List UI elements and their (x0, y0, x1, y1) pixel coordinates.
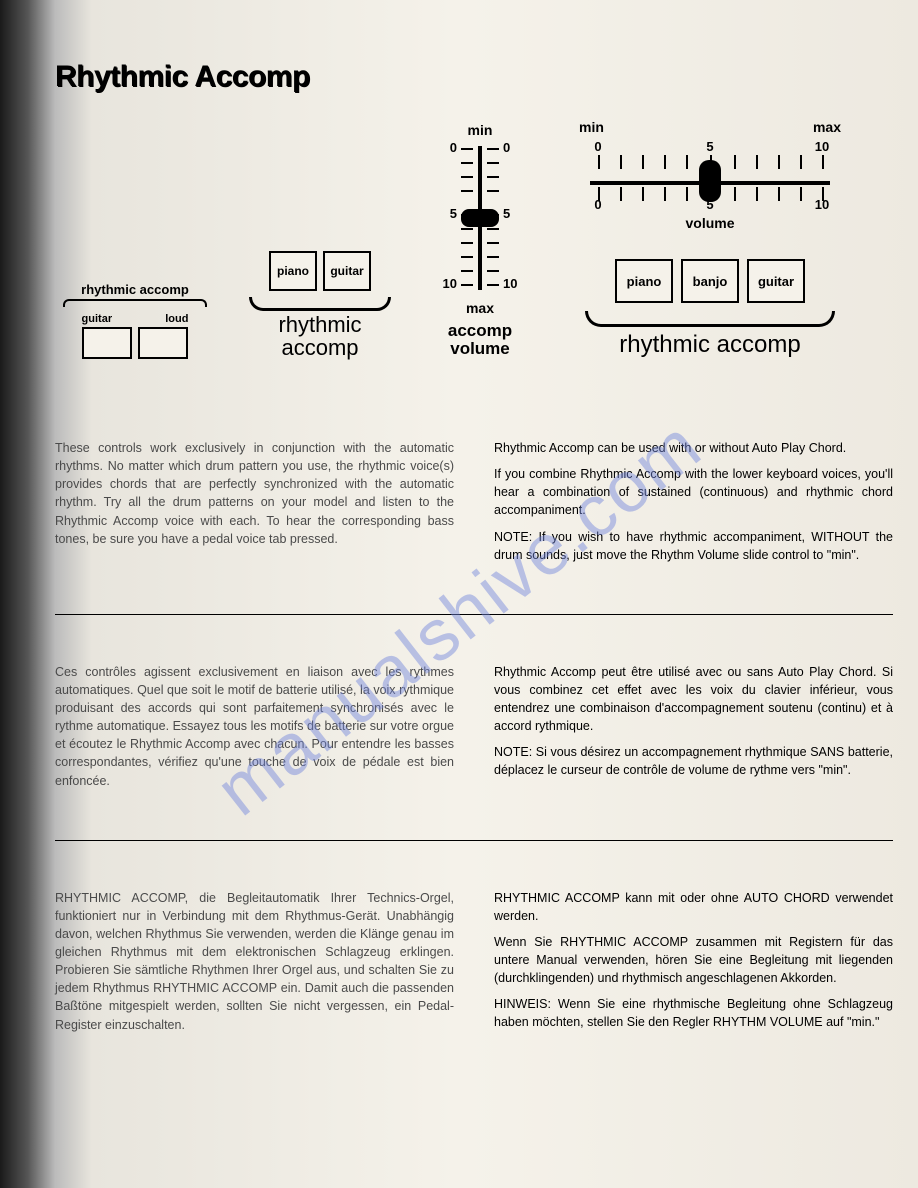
diag4-box-guitar: guitar (747, 259, 805, 303)
diag2-box-piano: piano (269, 251, 317, 291)
slider-knob-icon (461, 209, 499, 227)
diag1-bracket-label: rhythmic accomp (55, 282, 215, 297)
de-right-p3: HINWEIS: Wenn Sie eine rhythmische Begle… (494, 995, 893, 1031)
diag3-sublabel: accompvolume (425, 322, 535, 359)
fr-right-p1: Rhythmic Accomp peut être utilisé avec o… (494, 663, 893, 736)
diag2-box-guitar: guitar (323, 251, 371, 291)
de-left-p1: RHYTHMIC ACCOMP, die Begleitautomatik Ih… (55, 889, 454, 1034)
en-left-p1: These controls work exclusively in conju… (55, 439, 454, 548)
diagram-3-accomp-volume: min 0 0 5 5 10 10 (425, 122, 535, 359)
horizontal-slider: 0 5 10 0 5 10 (580, 137, 840, 217)
diag1-left-label: guitar (82, 313, 113, 325)
diagrams-row: rhythmic accomp guitar loud piano guitar… (55, 119, 893, 359)
diag3-min-label: min (425, 122, 535, 138)
en-right-p3: NOTE: If you wish to have rhythmic accom… (494, 528, 893, 564)
bracket-top-icon (63, 299, 207, 307)
bracket-bottom-icon (249, 297, 391, 311)
vertical-slider: 0 0 5 5 10 10 (435, 138, 525, 298)
diag1-right-label: loud (165, 313, 188, 325)
en-right-p2: If you combine Rhythmic Accomp with the … (494, 465, 893, 519)
diag4-min-label: min (579, 119, 604, 135)
fr-right-p2: NOTE: Si vous désirez un accompagnement … (494, 743, 893, 779)
section-french: Ces contrôles agissent exclusivement en … (55, 663, 893, 798)
diag4-volume-label: volume (565, 215, 855, 231)
diag4-box-piano: piano (615, 259, 673, 303)
diag1-box-loud (138, 327, 188, 359)
diagram-4-rhythmic-accomp: min max 0 5 10 0 5 10 (565, 119, 855, 359)
section-english: These controls work exclusively in conju… (55, 439, 893, 572)
divider (55, 614, 893, 615)
bracket-bottom-icon (585, 311, 835, 327)
diag3-max-label: max (425, 300, 535, 316)
de-right-p1: RHYTHMIC ACCOMP kann mit oder ohne AUTO … (494, 889, 893, 925)
diag4-label: rhythmic accomp (565, 331, 855, 359)
diag4-max-label: max (813, 119, 841, 135)
fr-left-p1: Ces contrôles agissent exclusivement en … (55, 663, 454, 790)
diag1-box-guitar (82, 327, 132, 359)
de-right-p2: Wenn Sie RHYTHMIC ACCOMP zusammen mit Re… (494, 933, 893, 987)
diag4-box-banjo: banjo (681, 259, 739, 303)
page-title: Rhythmic Accomp (55, 60, 893, 94)
section-german: RHYTHMIC ACCOMP, die Begleitautomatik Ih… (55, 889, 893, 1042)
divider (55, 840, 893, 841)
diag2-label: rhythmicaccomp (245, 313, 395, 359)
diagram-1: rhythmic accomp guitar loud (55, 282, 215, 359)
en-right-p1: Rhythmic Accomp can be used with or with… (494, 439, 893, 457)
diagram-2: piano guitar rhythmicaccomp (245, 251, 395, 359)
